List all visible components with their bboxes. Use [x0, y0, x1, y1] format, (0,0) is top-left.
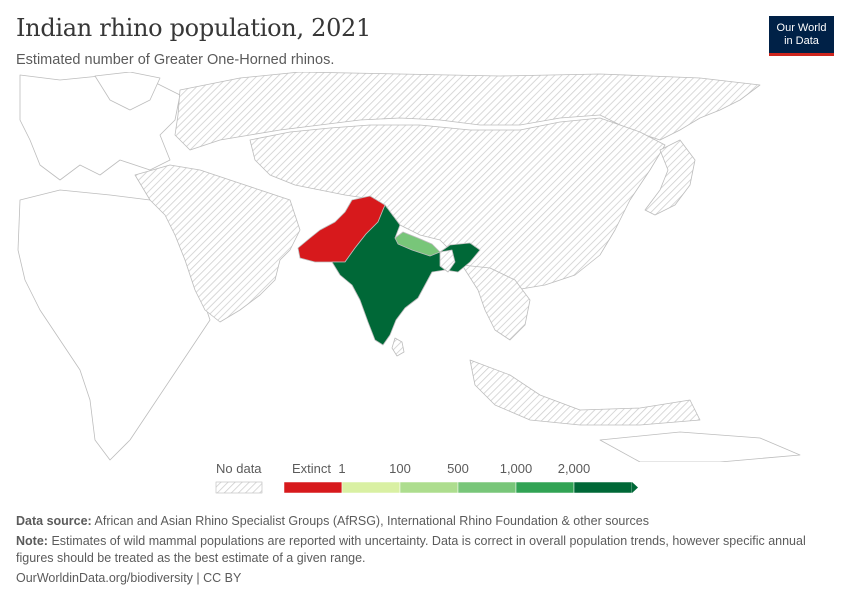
note-label: Note: [16, 534, 48, 548]
legend-label-4: 1,000 [500, 461, 533, 476]
legend-swatch-2[interactable] [399, 481, 459, 494]
chart-subtitle: Estimated number of Greater One-Horned r… [16, 52, 335, 68]
legend-swatch-4[interactable] [515, 481, 575, 494]
country-india[interactable] [331, 204, 481, 346]
legend-label-5: 2,000 [558, 461, 591, 476]
legend-arrow [632, 482, 638, 493]
region-russia [174, 72, 761, 151]
legend-label-2: 100 [389, 461, 411, 476]
country-bangladesh [439, 249, 456, 273]
legend-bins: Extinct 1 100 500 1,000 2,000 [283, 461, 638, 494]
legend-label-1: 1 [338, 461, 345, 476]
legend-swatch-1[interactable] [341, 481, 401, 494]
legend-label-extinct: Extinct [292, 461, 331, 476]
chart-title: Indian rhino population, 2021 [16, 14, 371, 42]
source-label: Data source: [16, 514, 92, 528]
region-indonesia [469, 359, 701, 426]
country-sri-lanka [391, 337, 405, 357]
world-map [17, 72, 801, 462]
footer-url[interactable]: OurWorldinData.org/biodiversity | CC BY [16, 571, 242, 585]
logo-line-2: in Data [784, 34, 819, 47]
note-text: Estimates of wild mammal populations are… [16, 534, 806, 565]
region-australia [599, 431, 801, 462]
map-legend: No data Extinct 1 100 500 1,000 2,000 [215, 461, 638, 494]
region-europe [19, 74, 181, 181]
legend-swatch-5[interactable] [573, 481, 633, 494]
source-text: African and Asian Rhino Specialist Group… [94, 514, 649, 528]
legend-label-3: 500 [447, 461, 469, 476]
region-china [249, 117, 666, 291]
logo-line-1: Our World [776, 21, 827, 34]
region-scandinavia [94, 72, 161, 111]
region-japan [644, 139, 696, 216]
legend-no-data-swatch [215, 481, 263, 494]
footer-source: Data source: African and Asian Rhino Spe… [16, 513, 649, 530]
legend-swatch-0[interactable] [283, 481, 343, 494]
region-southeast-asia [461, 264, 531, 341]
region-middle-east [134, 164, 301, 323]
legend-no-data-label: No data [216, 461, 262, 476]
footer-note: Note: Estimates of wild mammal populatio… [16, 533, 816, 567]
legend-swatch-3[interactable] [457, 481, 517, 494]
owid-logo[interactable]: Our World in Data [769, 16, 834, 56]
